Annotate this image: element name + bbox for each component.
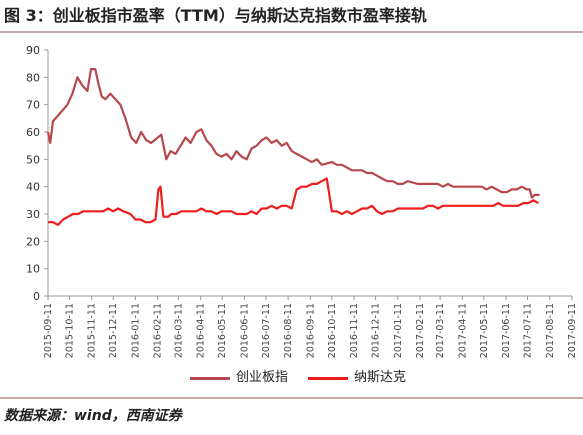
x-tick-label: 2017-08-11: [545, 303, 556, 358]
y-tick-label: 10: [26, 263, 40, 276]
x-tick-label: 2016-02-11: [153, 303, 164, 358]
x-tick-label: 2016-01-11: [130, 303, 141, 358]
y-tick-label: 80: [26, 71, 40, 84]
x-tick-label: 2017-05-11: [479, 303, 490, 358]
x-tick-label: 2016-07-11: [261, 303, 272, 358]
x-tick-label: 2017-04-11: [457, 303, 468, 358]
legend-item-chinext: 创业板指: [190, 368, 288, 388]
line-nasdaq-pe: [48, 177, 539, 226]
x-tick-label: 2017-02-11: [415, 303, 426, 358]
chart-axes: 0 10 20 30 40 50 60 70 80 90 2015-09-11 2015-10-11 2…: [26, 44, 578, 358]
pe-ratio-chart: 0 10 20 30 40 50 60 70 80 90 2015-09-11 2015-10-11 2…: [26, 44, 578, 358]
x-tick-label: 2017-07-11: [523, 303, 534, 358]
legend-label-nasdaq: 纳斯达克: [354, 370, 407, 385]
x-tick-label: 2015-11-11: [87, 303, 98, 358]
bottom-divider: [0, 397, 583, 399]
x-tick-label: 2017-09-11: [567, 303, 578, 358]
y-tick-label: 70: [26, 99, 40, 112]
line-chinext-pe: [46, 68, 540, 199]
x-tick-label: 2016-11-11: [349, 303, 360, 358]
legend-item-nasdaq: 纳斯达克: [308, 368, 406, 388]
y-tick-label: 30: [26, 208, 40, 221]
x-tick-label: 2015-09-11: [43, 303, 54, 358]
legend-swatch-chinext: [190, 376, 230, 380]
x-tick-label: 2016-06-11: [239, 303, 250, 358]
x-tick-label: 2016-03-11: [173, 303, 184, 358]
x-tick-label: 2016-10-11: [327, 303, 338, 358]
data-source-note: 数据来源：wind，西南证券: [4, 408, 182, 424]
x-tick-label: 2016-08-11: [283, 303, 294, 358]
x-tick-label: 2017-06-11: [501, 303, 512, 358]
y-tick-label: 40: [26, 181, 40, 194]
y-tick-label: 50: [26, 153, 40, 166]
legend-label-chinext: 创业板指: [236, 370, 289, 385]
x-tick-label: 2017-01-11: [393, 303, 404, 358]
top-divider: [0, 31, 583, 33]
x-tick-label: 2017-03-11: [435, 303, 446, 358]
x-tick-label: 2016-12-11: [371, 303, 382, 358]
y-tick-label: 90: [26, 44, 40, 57]
y-tick-label: 0: [33, 290, 40, 303]
x-tick-label: 2015-10-11: [65, 303, 76, 358]
legend-swatch-nasdaq: [308, 376, 348, 380]
x-tick-label: 2016-05-11: [217, 303, 228, 358]
chart-lines: [46, 68, 540, 226]
x-tick-label: 2016-04-11: [196, 303, 207, 358]
y-tick-label: 20: [26, 235, 40, 248]
x-tick-label: 2016-09-11: [305, 303, 316, 358]
chart-title: 图 3：创业板指市盈率（TTM）与纳斯达克指数市盈率接轨: [4, 6, 427, 25]
y-tick-label: 60: [26, 126, 40, 139]
x-tick-label: 2015-12-11: [108, 303, 119, 358]
